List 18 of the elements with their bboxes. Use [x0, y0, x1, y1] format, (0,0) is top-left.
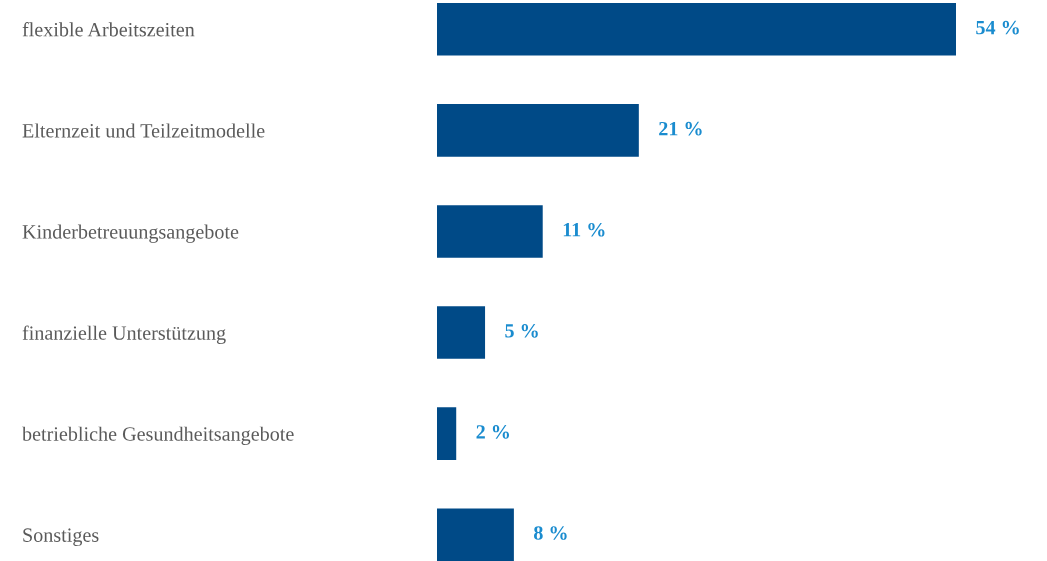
data-label: 8 %	[534, 526, 567, 540]
bar	[437, 306, 486, 359]
y-tick-label: finanzielle Unterstützung	[22, 325, 226, 344]
data-label: 5 %	[505, 324, 538, 338]
data-label: 54 %	[976, 20, 1019, 35]
data-label: 21 %	[659, 121, 702, 136]
bar	[437, 3, 956, 56]
y-tick-label: Elternzeit und Teilzeitmodelle	[22, 123, 265, 138]
y-tick-label: Sonstiges	[23, 528, 99, 547]
bar	[437, 104, 639, 157]
bar	[437, 205, 543, 258]
y-tick-label: flexible Arbeitszeiten	[22, 22, 195, 37]
y-tick-label: betriebliche Gesundheitsangebote	[22, 426, 294, 445]
bar	[437, 508, 514, 561]
bar	[437, 407, 457, 460]
y-tick-label: Kinderbetreuungsangebote	[22, 224, 239, 243]
data-label: 2 %	[476, 425, 510, 439]
data-label: 11 %	[563, 222, 605, 237]
